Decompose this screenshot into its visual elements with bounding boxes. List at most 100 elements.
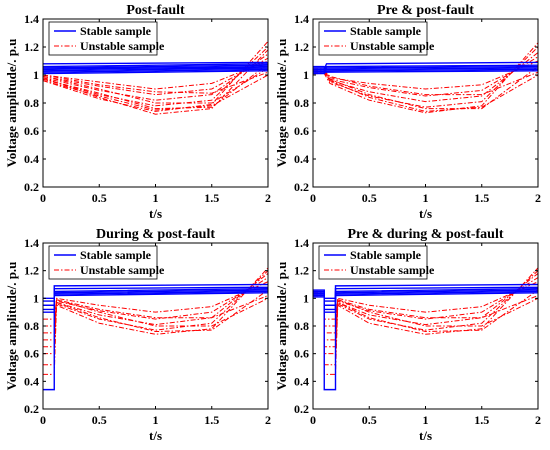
y-tick-label: 0.2: [294, 180, 309, 194]
chart-title: Pre & post-fault: [377, 3, 474, 18]
y-tick-label: 0.8: [294, 96, 309, 110]
x-tick-label: 2: [535, 191, 541, 205]
x-tick-label: 1.5: [204, 413, 219, 427]
chart-panel-1: 0 0.5 1 1.5 2 0.2 0.4 0.6 0.8 1 1.2 1.4 Post-fault t/…: [4, 3, 271, 221]
y-tick-label: 0.2: [294, 402, 309, 416]
unstable-series-line: [43, 63, 268, 110]
y-tick-label: 0.4: [24, 374, 39, 388]
y-axis-label: Voltage amplitude/. p.u: [4, 39, 19, 168]
unstable-series-line: [43, 46, 268, 107]
stable-series-line: [43, 68, 268, 73]
series-group: [43, 267, 268, 391]
stable-series-line: [313, 61, 538, 71]
x-tick-label: 0: [40, 191, 46, 205]
y-tick-label: 1: [33, 291, 39, 305]
x-axis-label: t/s: [149, 428, 162, 443]
x-axis-label: t/s: [419, 206, 432, 221]
y-tick-label: 1.2: [24, 40, 39, 54]
unstable-series-line: [43, 74, 268, 111]
unstable-series-line: [43, 67, 268, 104]
y-tick-label: 0.6: [294, 124, 309, 138]
y-tick-label: 0.8: [294, 319, 309, 333]
unstable-series-line: [43, 71, 268, 94]
x-tick-label: 0: [310, 191, 316, 205]
stable-series-line: [43, 292, 268, 300]
y-tick-label: 1: [303, 68, 309, 82]
y-tick-label: 0.2: [24, 402, 39, 416]
legend-stable-label: Stable sample: [80, 24, 152, 38]
x-tick-label: 0.5: [92, 413, 107, 427]
stable-series-line: [313, 68, 538, 75]
legend-unstable-label: Unstable sample: [350, 263, 435, 277]
x-tick-label: 0: [40, 413, 46, 427]
unstable-series-line: [313, 295, 538, 327]
y-axis-label: Voltage amplitude/. p.u: [274, 262, 289, 391]
series-group: [43, 41, 268, 115]
x-tick-label: 0.5: [92, 191, 107, 205]
y-tick-label: 0.4: [294, 374, 309, 388]
chart-panel-2: 0 0.5 1 1.5 2 0.2 0.4 0.6 0.8 1 1.2 1.4 Pre & post-f…: [274, 3, 541, 221]
y-axis-label: Voltage amplitude/. p.u: [274, 39, 289, 168]
stable-series-line: [43, 63, 268, 68]
x-tick-label: 0.5: [362, 413, 377, 427]
legend-stable-label: Stable sample: [350, 248, 422, 262]
series-group: [313, 267, 538, 391]
unstable-series-line: [43, 41, 268, 112]
stable-series-line: [43, 283, 268, 391]
x-axis-label: t/s: [419, 428, 432, 443]
legend-box: [48, 21, 158, 56]
x-tick-label: 1.5: [474, 191, 489, 205]
stable-series-line: [313, 289, 538, 302]
y-tick-label: 0.6: [294, 347, 309, 361]
chart-panel-4: 0 0.5 1 1.5 2 0.2 0.4 0.6 0.8 1 1.2 1.4 Pre & during…: [274, 227, 541, 443]
legend-box: [318, 21, 428, 56]
y-tick-label: 0.4: [294, 152, 309, 166]
y-tick-label: 1.2: [294, 264, 309, 278]
unstable-series-line: [43, 57, 268, 96]
y-tick-label: 1.4: [24, 236, 39, 250]
x-tick-label: 1.5: [474, 413, 489, 427]
legend-stable-label: Stable sample: [350, 24, 422, 38]
series-group: [313, 42, 538, 114]
stable-series-line: [43, 61, 268, 65]
y-tick-label: 1: [303, 291, 309, 305]
stable-series-line: [313, 287, 538, 311]
y-tick-label: 1.4: [294, 12, 309, 26]
stable-series-line: [43, 290, 268, 313]
x-tick-label: 1: [153, 191, 159, 205]
x-tick-label: 1: [423, 413, 429, 427]
y-tick-label: 0.6: [24, 124, 39, 138]
y-tick-label: 1.4: [24, 12, 39, 26]
x-tick-label: 1: [153, 413, 159, 427]
legend-unstable-label: Unstable sample: [80, 263, 165, 277]
y-axis-label: Voltage amplitude/. p.u: [4, 262, 19, 391]
chart-panel-3: 0 0.5 1 1.5 2 0.2 0.4 0.6 0.8 1 1.2 1.4 During & pos…: [4, 227, 271, 443]
y-tick-label: 0.6: [24, 347, 39, 361]
y-tick-label: 0.4: [24, 152, 39, 166]
chart-title: During & post-fault: [96, 227, 215, 242]
legend-box: [318, 245, 428, 280]
stable-series-line: [43, 70, 268, 75]
stable-series-line: [313, 286, 538, 306]
x-tick-label: 0: [310, 413, 316, 427]
chart-title: Pre & during & post-fault: [347, 227, 503, 242]
y-tick-label: 1.4: [294, 236, 309, 250]
y-tick-label: 1: [33, 68, 39, 82]
y-tick-label: 1.2: [24, 264, 39, 278]
legend-unstable-label: Unstable sample: [80, 39, 165, 53]
stable-series-line: [313, 292, 538, 300]
stable-series-line: [313, 283, 538, 391]
chart-title: Post-fault: [126, 3, 185, 18]
x-tick-label: 0.5: [362, 191, 377, 205]
stable-series-line: [313, 289, 538, 313]
x-tick-label: 2: [535, 413, 541, 427]
y-tick-label: 0.8: [24, 319, 39, 333]
x-tick-label: 2: [265, 191, 271, 205]
stable-series-line: [313, 65, 538, 73]
x-tick-label: 2: [265, 413, 271, 427]
